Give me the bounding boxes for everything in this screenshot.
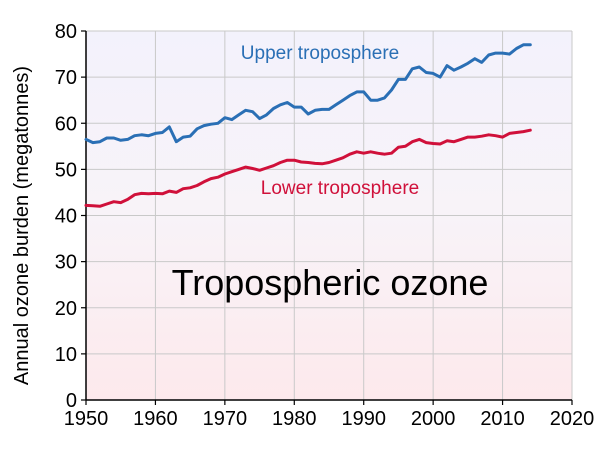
x-tick-label-2010: 2010 <box>480 408 525 430</box>
y-tick-label-0: 0 <box>66 390 77 412</box>
y-tick-label-30: 30 <box>55 252 77 274</box>
legend-upper-troposphere: Upper troposphere <box>241 43 399 64</box>
y-tick-label-10: 10 <box>55 344 77 366</box>
x-tick-label-1970: 1970 <box>203 408 248 430</box>
x-tick-label-1950: 1950 <box>64 408 109 430</box>
x-tick-label-2000: 2000 <box>411 408 456 430</box>
legend-lower-troposphere: Lower troposphere <box>261 178 419 199</box>
y-tick-label-40: 40 <box>55 206 77 228</box>
y-axis-title: Annual ozone burden (megatonnes) <box>11 66 33 385</box>
series-line-lower-troposphere <box>84 128 532 208</box>
series-lines <box>84 43 532 208</box>
x-tick-label-1960: 1960 <box>133 408 178 430</box>
y-tick-label-80: 80 <box>55 21 77 43</box>
series-line-upper-troposphere <box>84 43 532 145</box>
axes <box>81 30 573 405</box>
chart-title: Tropospheric ozone <box>172 262 489 303</box>
x-tick-label-1980: 1980 <box>272 408 317 430</box>
y-tick-label-60: 60 <box>55 113 77 135</box>
x-tick-label-1990: 1990 <box>341 408 386 430</box>
tick-labels: 1950 1960 1970 1980 1990 2000 2010 2020 0 10 20 30 4… <box>55 21 595 430</box>
gridlines <box>86 30 573 400</box>
y-tick-label-70: 70 <box>55 67 77 89</box>
x-tick-label-2020: 2020 <box>550 408 595 430</box>
y-tick-label-50: 50 <box>55 159 77 181</box>
y-tick-label-20: 20 <box>55 298 77 320</box>
